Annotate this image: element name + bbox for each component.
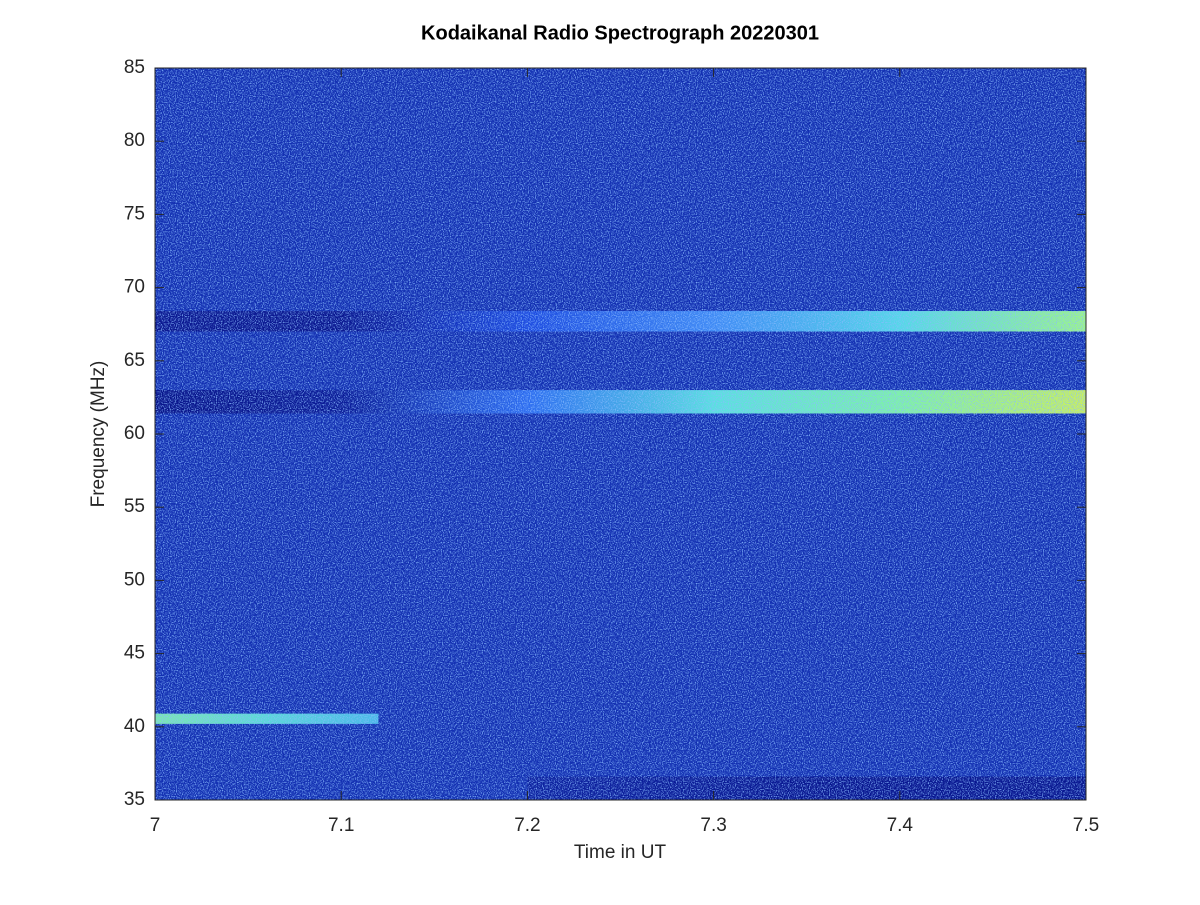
y-tick-label: 45 bbox=[124, 643, 145, 664]
x-tick-label: 7.3 bbox=[700, 815, 726, 836]
x-tick-label: 7 bbox=[150, 815, 161, 836]
y-tick-label: 60 bbox=[124, 423, 145, 444]
y-tick-label: 70 bbox=[124, 277, 145, 298]
y-axis-label: Frequency (MHz) bbox=[88, 361, 109, 508]
x-tick-label: 7.1 bbox=[328, 815, 354, 836]
y-tick-label: 85 bbox=[124, 57, 145, 78]
y-tick-label: 75 bbox=[124, 203, 145, 224]
y-tick-label: 65 bbox=[124, 350, 145, 371]
y-tick-label: 40 bbox=[124, 716, 145, 737]
y-tick-label: 35 bbox=[124, 789, 145, 810]
noise-texture bbox=[155, 68, 1086, 800]
x-axis-label: Time in UT bbox=[574, 842, 667, 863]
x-tick-label: 7.4 bbox=[887, 815, 914, 836]
x-tick-label: 7.5 bbox=[1073, 815, 1099, 836]
y-tick-label: 55 bbox=[124, 496, 145, 517]
chart-title: Kodaikanal Radio Spectrograph 20220301 bbox=[421, 22, 819, 44]
y-tick-label: 50 bbox=[124, 569, 145, 590]
x-tick-label: 7.2 bbox=[514, 815, 540, 836]
y-tick-label: 80 bbox=[124, 130, 145, 151]
